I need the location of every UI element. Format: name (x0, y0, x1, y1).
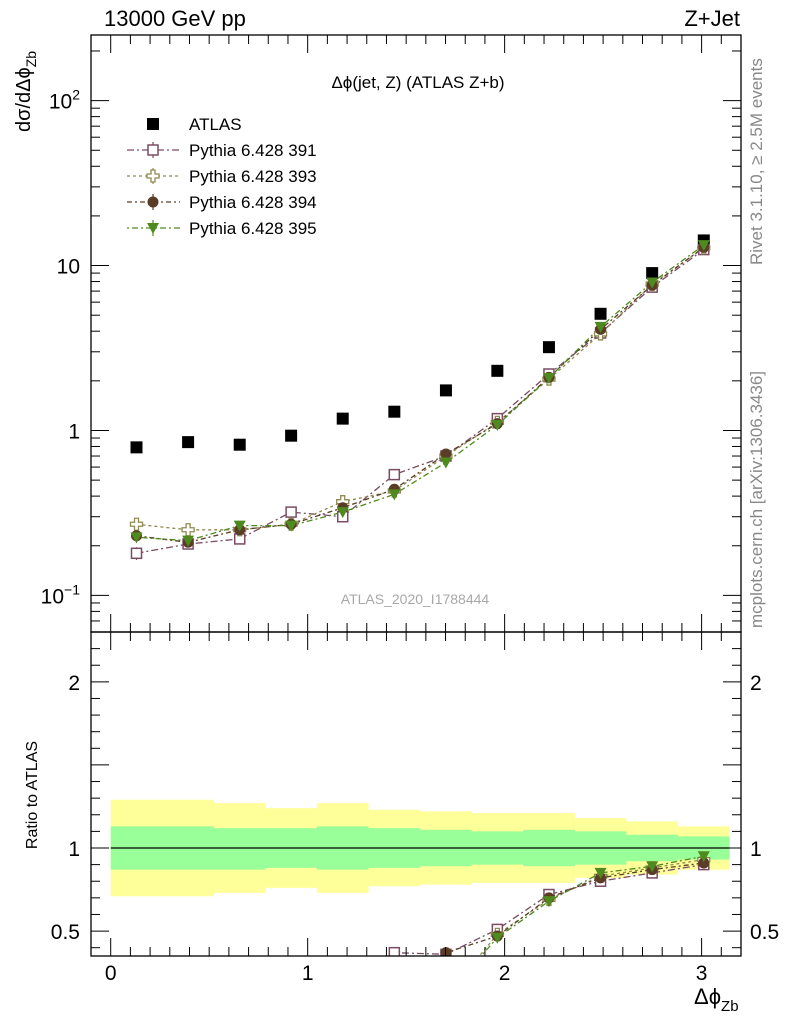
data-point (181, 523, 195, 537)
svg-text:ΔϕZb: ΔϕZb (694, 984, 739, 1015)
ratio-point (646, 861, 659, 873)
mcplots-label: mcplots.cern.ch [arXiv:1306.3436] (747, 371, 766, 628)
data-point (285, 506, 297, 518)
legend: ATLAS Pythia 6.428 391 Pythia 6.428 393 Pyt… (127, 115, 317, 238)
ratio-y-tick-label-right: 0.5 (750, 921, 779, 944)
data-point (594, 321, 607, 333)
ratio-line-2 (478, 858, 704, 956)
ratio-ylabel: Ratio to ATLAS (24, 741, 41, 849)
data-point (336, 507, 349, 519)
main-plot-area (129, 234, 711, 560)
ratio-y-tick-label-right: 1 (750, 838, 762, 861)
ratio-y-tick-label: 1 (68, 838, 80, 861)
y-tick-label: 10−1 (41, 581, 81, 608)
legend-marker (146, 169, 160, 183)
ratio-panel: 0.5 0.5 1 1 2 2 0 1 2 3 Ratio to ATLAS ΔϕZb (24, 631, 779, 1015)
series-line-1 (136, 249, 705, 554)
ratio-y-tick-label: 2 (68, 672, 80, 695)
rivet-label: Rivet 3.1.10, ≥ 2.5M events (747, 58, 766, 265)
ratio-xlabel: ΔϕZb (694, 984, 739, 1015)
legend-label: Pythia 6.428 395 (189, 219, 317, 238)
data-point (491, 419, 504, 431)
x-tick-label: 3 (696, 962, 708, 985)
svg-text:dσ/dΔϕZb: dσ/dΔϕZb (13, 51, 39, 132)
data-point (440, 448, 452, 460)
data-point (646, 277, 659, 289)
ratio-line-1 (389, 863, 704, 956)
ratio-point (491, 932, 504, 944)
x-tick-label: 2 (499, 962, 511, 985)
data-point (439, 457, 452, 469)
watermark: ATLAS_2020_I1788444 (341, 591, 490, 607)
data-point (233, 438, 246, 451)
data-point (233, 520, 246, 532)
legend-label: Pythia 6.428 394 (189, 193, 317, 212)
data-point (285, 520, 298, 532)
legend-marker (147, 118, 159, 130)
series-line-2 (136, 247, 705, 531)
header-right: Z+Jet (684, 6, 740, 31)
y-tick-label: 102 (49, 87, 80, 114)
data-point (130, 441, 143, 454)
data-point (130, 532, 143, 544)
data-point (388, 468, 401, 481)
ratio-series (388, 851, 711, 956)
main-title: Δϕ(jet, Z) (ATLAS Z+b) (331, 73, 504, 92)
ratio-point (594, 867, 607, 879)
series-line-4 (136, 244, 705, 542)
data-point (285, 429, 298, 442)
data-point (439, 384, 452, 397)
data-point (542, 373, 555, 385)
ratio-plot-area (110, 799, 730, 956)
ratio-point (388, 946, 401, 956)
data-point (388, 489, 401, 501)
data-point (130, 547, 143, 560)
data-point (182, 436, 195, 449)
data-point (491, 364, 504, 377)
legend-label: Pythia 6.428 393 (189, 167, 317, 186)
ratio-y-tick-label-right: 2 (750, 672, 762, 695)
main-ylabel: dσ/dΔϕZb (13, 51, 39, 132)
legend-marker (147, 196, 159, 208)
data-point (646, 267, 659, 280)
data-point (129, 517, 144, 531)
ratio-axis-ticks: 0.5 0.5 1 1 2 2 0 1 2 3 (51, 631, 779, 985)
data-point (182, 535, 195, 547)
ratio-y-tick-label: 0.5 (51, 921, 80, 944)
series-line-3 (136, 246, 705, 543)
legend-marker (147, 223, 159, 234)
x-tick-label: 0 (105, 962, 117, 985)
legend-label: Pythia 6.428 391 (189, 141, 317, 160)
data-point (594, 307, 607, 320)
data-point (542, 341, 555, 354)
x-tick-label: 1 (302, 962, 314, 985)
data-point (336, 412, 349, 425)
legend-marker (147, 144, 159, 156)
ratio-point (698, 857, 710, 869)
y-tick-label: 10 (57, 256, 80, 279)
y-tick-label: 1 (68, 420, 80, 443)
data-point (388, 405, 401, 418)
main-panel: 10−1 1 10 102 Δϕ(jet, Z) (ATLAS Z+b) ATLAS_… (13, 34, 742, 633)
data-point (697, 240, 710, 252)
ratio-point (542, 896, 555, 908)
ratio-point (697, 851, 710, 863)
header-left: 13000 GeV pp (104, 6, 246, 31)
ratio-line-4 (480, 855, 704, 956)
ratio-frame (90, 631, 742, 957)
legend-label: ATLAS (189, 115, 242, 134)
main-axis-ticks: 10−1 1 10 102 (41, 35, 742, 633)
